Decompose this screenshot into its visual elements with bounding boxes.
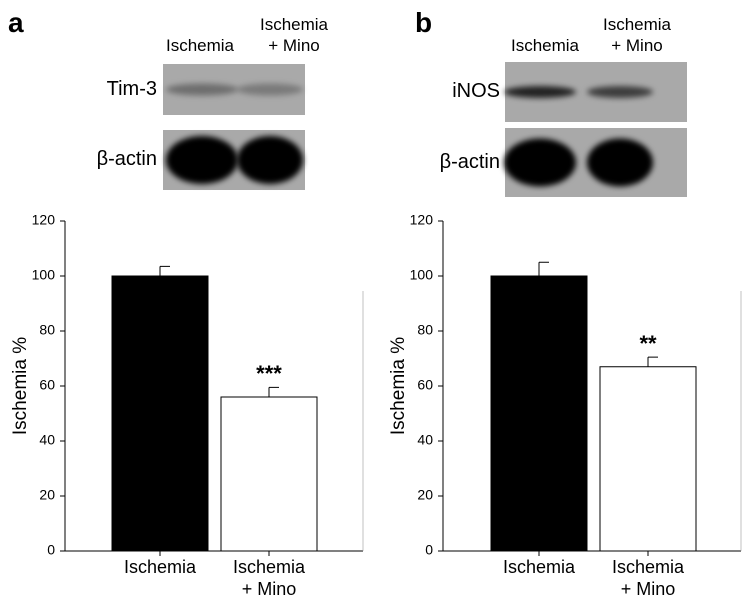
x-tick-label: Ischemia + Mino: [611, 557, 685, 599]
blot-label: β-actin: [96, 148, 157, 170]
y-tick-label: 120: [32, 212, 56, 228]
blot-band: [237, 83, 303, 96]
blot-label: iNOS: [452, 80, 500, 102]
y-tick-label: 100: [410, 267, 434, 283]
blot-band: [504, 138, 576, 187]
blot-band: [166, 136, 238, 184]
blot-label: Tim-3: [106, 77, 157, 100]
blot-band: [166, 83, 238, 96]
y-tick-label: 80: [417, 322, 433, 338]
y-tick-label: 100: [32, 267, 56, 283]
lane-label: Ischemia: [165, 35, 235, 55]
x-tick-label: Ischemia: [502, 557, 576, 577]
y-tick-label: 120: [410, 212, 434, 228]
y-tick-label: 80: [39, 322, 55, 338]
blot-band: [237, 136, 303, 184]
bar: [220, 396, 318, 552]
panel-letter: b: [415, 7, 433, 38]
lane-label: Ischemia + Mino: [259, 15, 329, 55]
lane-label: Ischemia + Mino: [602, 15, 672, 55]
bar: [490, 275, 588, 552]
x-tick-label: Ischemia + Mino: [232, 557, 306, 599]
y-tick-label: 40: [417, 432, 433, 448]
y-tick-label: 40: [39, 432, 55, 448]
significance-mark: ***: [256, 361, 282, 386]
panel-letter: a: [8, 7, 24, 38]
y-axis-label: Ischemia %: [10, 337, 31, 435]
y-tick-label: 20: [417, 487, 433, 503]
significance-mark: **: [639, 331, 657, 356]
y-tick-label: 20: [39, 487, 55, 503]
blot-band: [504, 86, 576, 98]
y-tick-label: 60: [39, 377, 55, 393]
y-axis-label: Ischemia %: [388, 337, 409, 435]
y-tick-label: 60: [417, 377, 433, 393]
x-tick-label: Ischemia: [123, 557, 197, 577]
bar: [111, 275, 209, 552]
y-tick-label: 0: [47, 542, 55, 558]
y-tick-label: 0: [425, 542, 433, 558]
blot-band: [587, 138, 653, 187]
blot-band: [587, 86, 653, 98]
bar: [599, 366, 697, 552]
lane-label: Ischemia: [510, 35, 580, 55]
blot-label: β-actin: [439, 150, 500, 173]
